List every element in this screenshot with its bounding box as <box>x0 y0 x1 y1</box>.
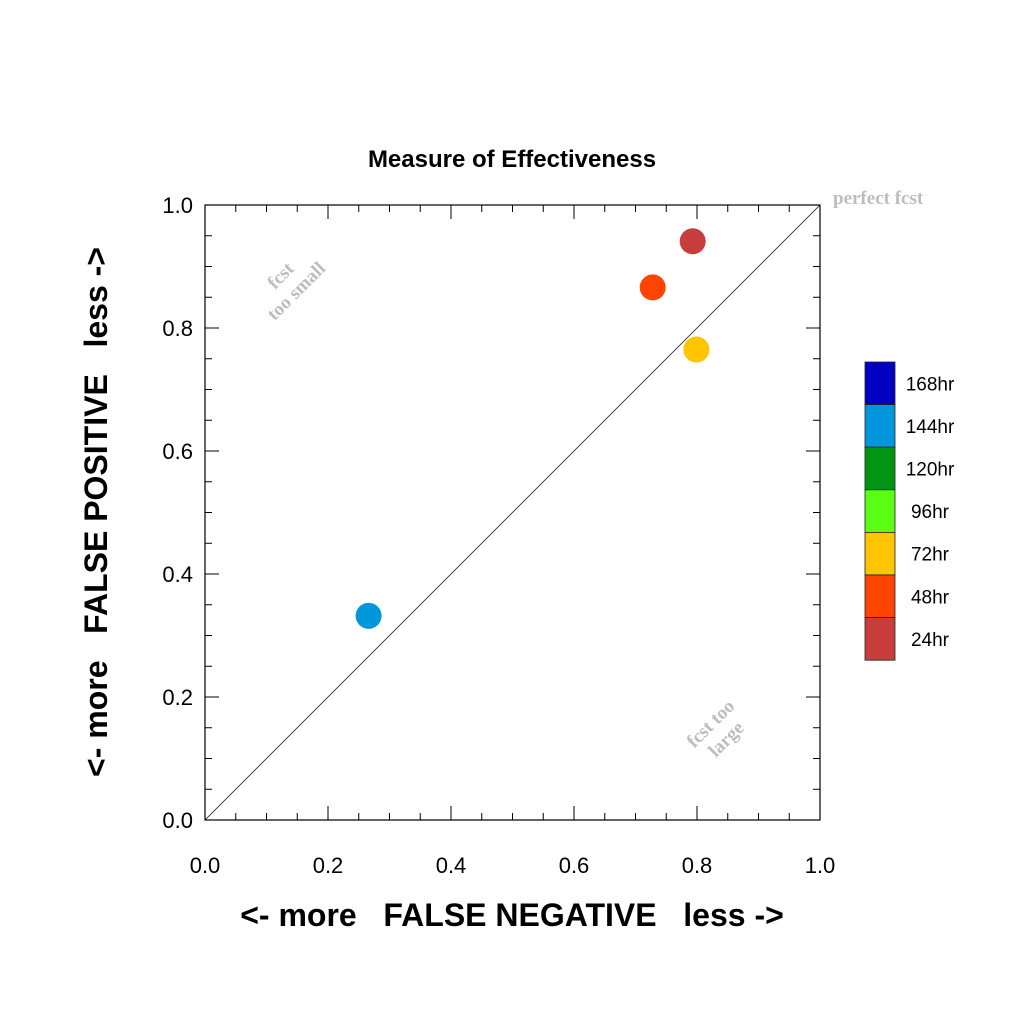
y-tick-label: 0.6 <box>162 439 193 464</box>
y-tick-label: 0.4 <box>162 562 193 587</box>
legend-swatch-120hr <box>864 446 896 491</box>
x-axis-label: <- more FALSE NEGATIVE less -> <box>240 897 784 933</box>
legend-label-48hr: 48hr <box>911 587 950 608</box>
y-axis-label: <- more FALSE POSITIVE less -> <box>78 247 114 777</box>
x-tick-label: 0.0 <box>190 853 221 878</box>
legend-swatch-72hr <box>864 532 896 576</box>
point-144hr <box>355 602 382 629</box>
data-points <box>355 228 710 629</box>
y-tick-label: 0.8 <box>162 316 193 341</box>
legend-label-144hr: 144hr <box>906 417 955 438</box>
legend-swatch-24hr <box>864 617 896 661</box>
legend-swatch-168hr <box>864 361 896 405</box>
x-tick-label: 0.8 <box>682 853 713 878</box>
y-tick-label: 0.2 <box>162 685 193 710</box>
plot-frame <box>204 204 821 821</box>
legend-label-96hr: 96hr <box>911 502 950 523</box>
legend-swatch-144hr <box>864 404 896 448</box>
legend: 168hr 144hr 120hr 96hr 72hr 48hr 24hr <box>864 361 955 661</box>
legend-label-120hr: 120hr <box>906 460 955 481</box>
x-tick-label: 0.2 <box>313 853 344 878</box>
y-tick-label: 1.0 <box>162 193 193 218</box>
x-tick-label: 0.4 <box>436 853 467 878</box>
point-72hr <box>683 336 710 363</box>
point-48hr <box>639 274 666 301</box>
x-tick-label: 1.0 <box>805 853 836 878</box>
legend-swatch-48hr <box>864 574 896 618</box>
annotation-fcst-too-large: fcst too large <box>683 696 749 762</box>
x-tick-label: 0.6 <box>559 853 590 878</box>
annotation-fcst-too-small: fcst too small <box>263 258 330 325</box>
chart-title: Measure of Effectiveness <box>368 146 656 173</box>
tick-labels: 0.0 0.2 0.4 0.6 0.8 1.0 0.0 0.2 0.4 0.6 0.8 1.0 <box>162 193 835 878</box>
diagonal-line <box>204 204 821 821</box>
annotation-perfect-fcst: perfect fcst <box>833 188 924 209</box>
point-24hr <box>679 228 706 255</box>
legend-label-24hr: 24hr <box>911 630 950 651</box>
y-tick-label: 0.0 <box>162 808 193 833</box>
legend-label-72hr: 72hr <box>911 545 950 566</box>
legend-swatch-96hr <box>864 489 896 533</box>
legend-label-168hr: 168hr <box>906 374 955 395</box>
